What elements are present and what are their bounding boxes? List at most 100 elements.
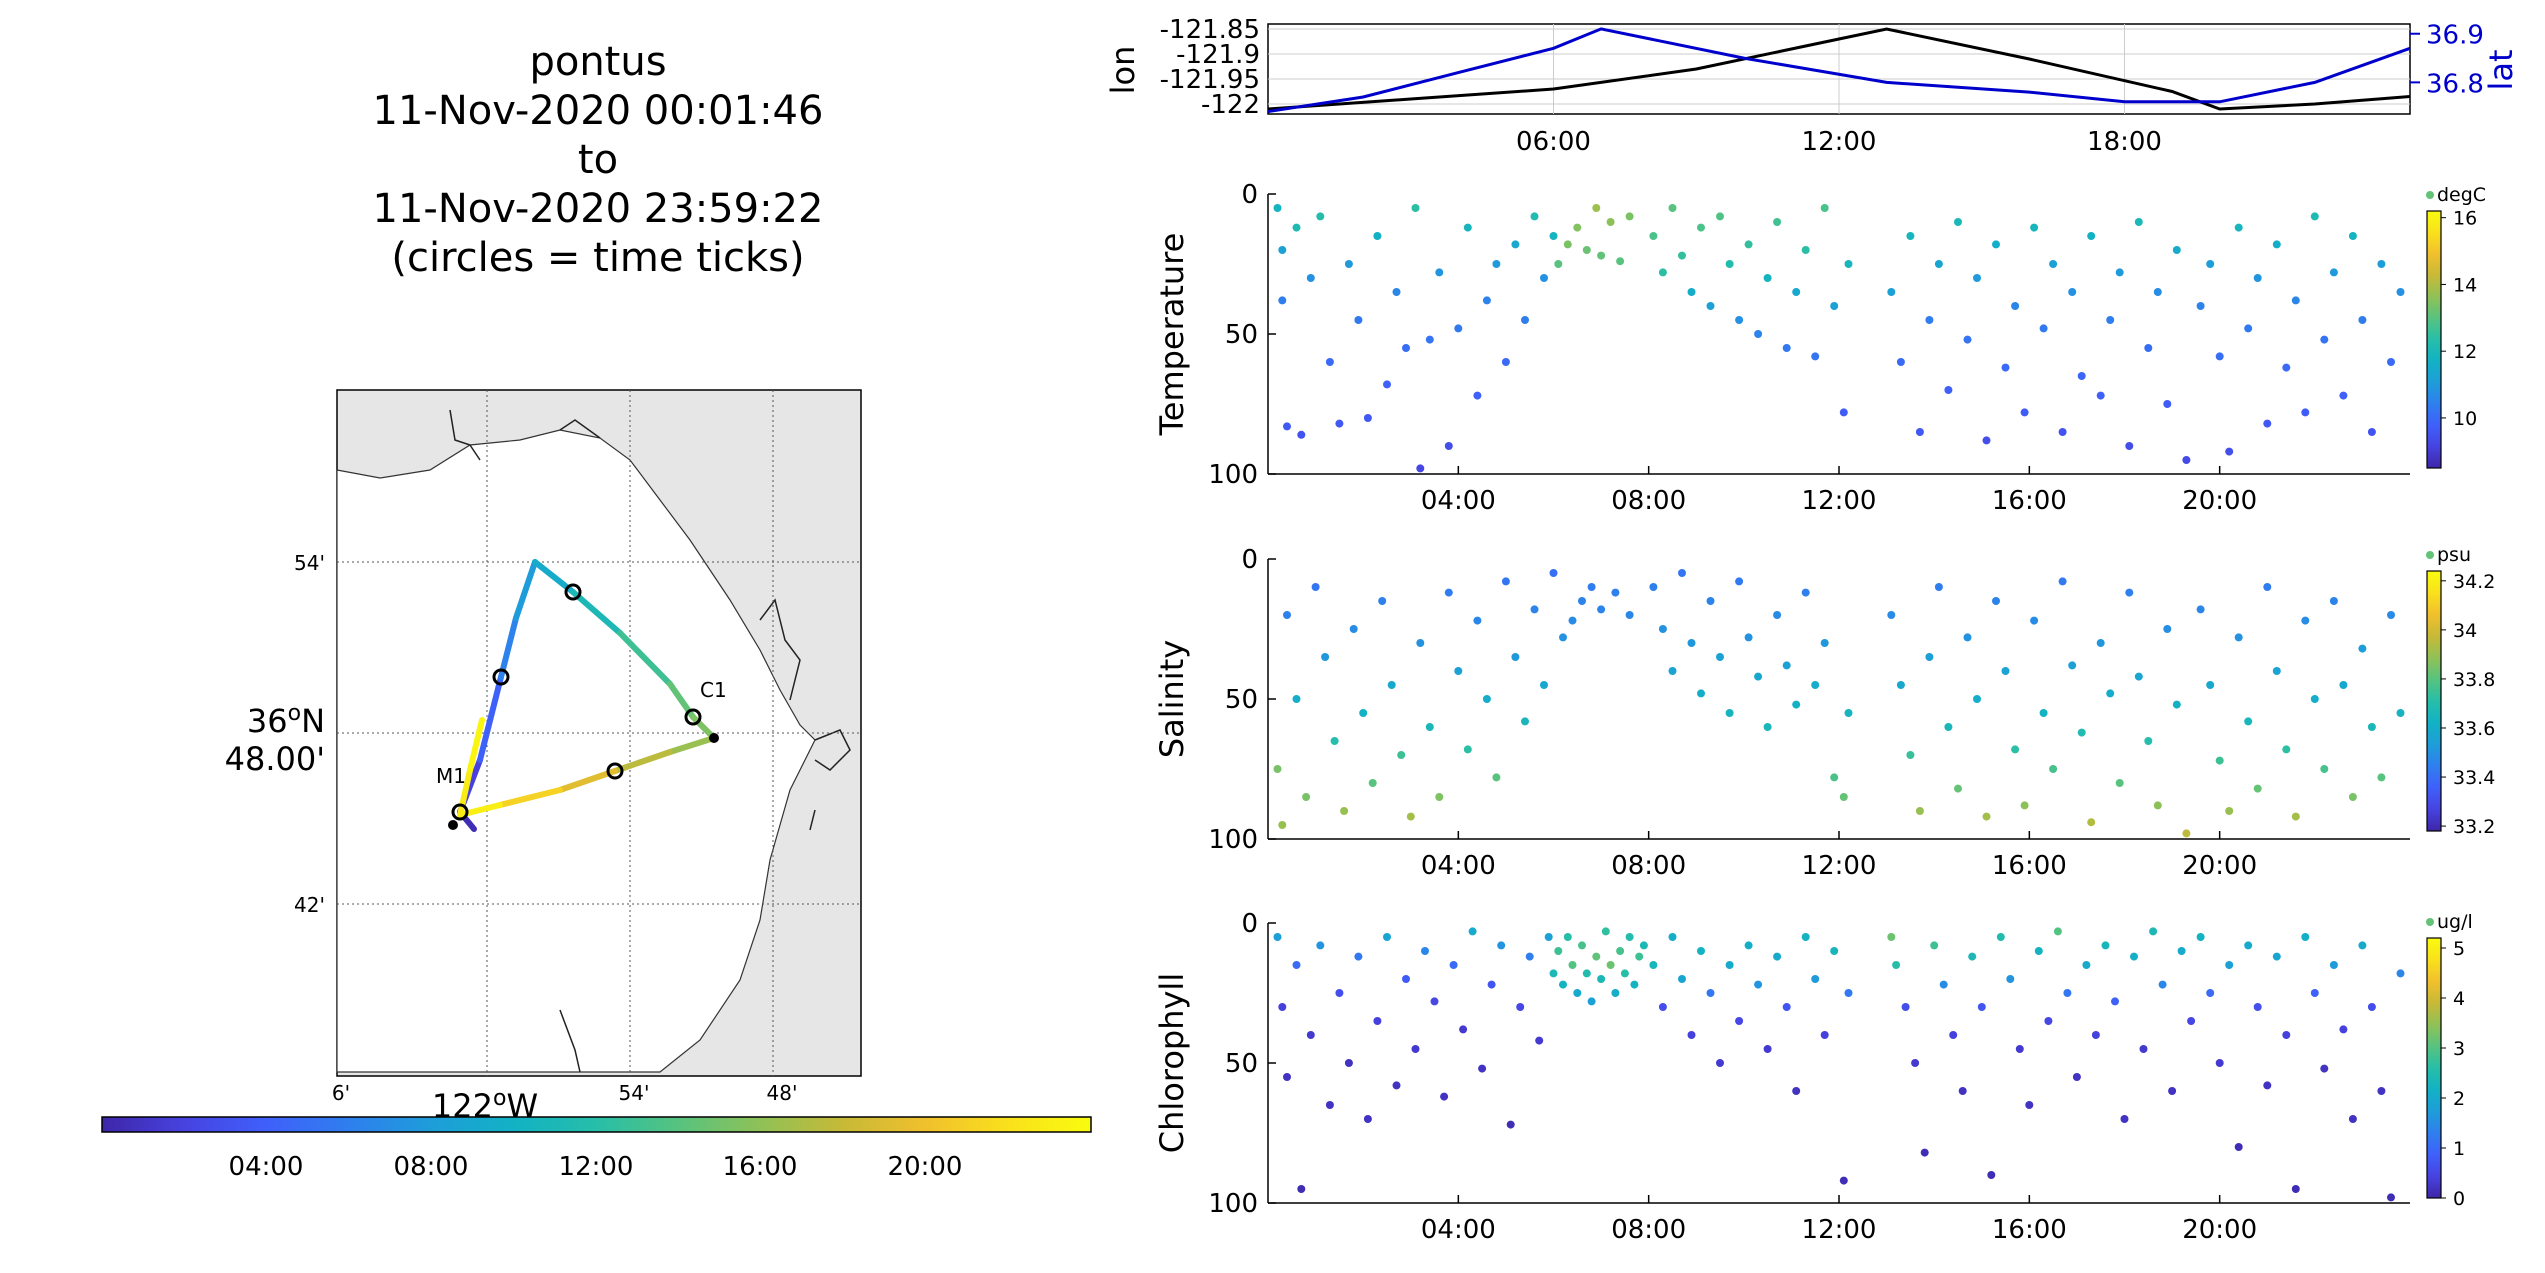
data-point — [1511, 240, 1520, 249]
colorbar-tick-label: 33.6 — [2453, 718, 2495, 740]
data-point — [1973, 274, 1981, 282]
data-point — [1625, 933, 1634, 941]
data-point — [2020, 408, 2029, 417]
salinity-panel: 04:00 08:00 12:00 16:00 20:00 0 50 100 Salinity 3… — [1153, 544, 2495, 881]
data-point — [2358, 941, 2367, 950]
data-point — [1402, 344, 1410, 352]
data-point — [1830, 773, 1839, 782]
y-axis-label: Salinity — [1153, 640, 1191, 758]
data-point — [1639, 941, 1648, 950]
data-point — [1949, 1031, 1958, 1039]
y-tick-label: 50 — [1225, 685, 1258, 715]
time-colorbar-tick: 04:00 — [229, 1152, 304, 1182]
data-point — [2282, 745, 2291, 754]
map-lat-tick: 42' — [294, 893, 325, 917]
data-point — [1302, 793, 1311, 801]
data-point — [1982, 812, 1991, 821]
title-line-3: to — [578, 137, 618, 183]
data-point — [1678, 251, 1686, 260]
data-point — [1735, 1017, 1744, 1025]
x-tick-label: 20:00 — [2182, 486, 2257, 516]
data-point — [1801, 246, 1810, 254]
data-point — [1402, 975, 1410, 983]
data-point — [1273, 765, 1282, 773]
colorbar-tick-label: 5 — [2453, 938, 2465, 960]
data-point — [2082, 961, 2091, 969]
data-point — [2329, 268, 2338, 277]
data-point — [1468, 927, 1477, 936]
data-point — [2120, 1115, 2129, 1123]
lon-lat-ticks: 06:00 12:00 18:00 -121.85-121.9-121.95-122 3… — [1160, 15, 2484, 157]
data-point — [2215, 352, 2224, 361]
data-point — [1992, 597, 2000, 605]
map-lat-center-label: 36oN — [247, 701, 325, 740]
data-point — [2153, 801, 2162, 810]
lon-tick-label: -121.85 — [1160, 15, 1260, 45]
data-point — [1325, 358, 1334, 366]
data-point — [1344, 260, 1353, 268]
data-point — [2072, 1073, 2081, 1081]
data-point — [2358, 644, 2367, 653]
colorbar-tick-label: 0 — [2453, 1188, 2465, 1210]
data-point — [1649, 961, 1658, 969]
data-point — [1597, 975, 1606, 983]
data-point — [1839, 1176, 1848, 1185]
data-point — [2034, 947, 2043, 955]
x-tick-label: 08:00 — [1611, 851, 1686, 881]
data-point — [1449, 961, 1458, 969]
data-point — [1354, 316, 1363, 324]
title-line-5: (circles = time ticks) — [391, 235, 804, 281]
data-point — [2115, 268, 2124, 277]
data-point — [2367, 428, 2376, 436]
title-line-1: pontus — [529, 39, 666, 85]
data-point — [2182, 456, 2191, 464]
data-point — [2282, 363, 2291, 372]
data-point — [2106, 316, 2115, 324]
data-point — [1939, 980, 1948, 989]
lon-lat-plot: 06:00 12:00 18:00 -121.85-121.9-121.95-122 3… — [1104, 15, 2520, 157]
data-point — [1811, 681, 1820, 689]
data-point — [1373, 232, 1382, 240]
data-point — [1397, 751, 1406, 759]
data-point — [1544, 933, 1553, 941]
data-point — [1934, 260, 1943, 268]
unit-marker — [2426, 551, 2434, 559]
data-point — [1578, 941, 1586, 950]
data-point — [1963, 633, 1972, 642]
x-tick-label: 04:00 — [1421, 851, 1496, 881]
data-point — [1844, 709, 1853, 717]
data-point — [1773, 611, 1782, 619]
data-point — [2058, 577, 2067, 586]
data-point — [1444, 588, 1453, 597]
time-tick-circle — [451, 803, 469, 821]
title-line-4: 11-Nov-2020 23:59:22 — [373, 186, 824, 232]
data-point — [1915, 807, 1924, 815]
track-segment — [467, 717, 485, 773]
data-point — [1934, 583, 1943, 591]
data-point — [2387, 1193, 2395, 1202]
data-point — [1844, 260, 1853, 268]
data-point — [1440, 1092, 1449, 1101]
data-point — [1963, 335, 1972, 344]
data-point — [1630, 980, 1639, 989]
data-point — [1411, 1045, 1420, 1053]
data-point — [1811, 975, 1820, 983]
track-segment — [557, 768, 618, 793]
track-segment — [617, 630, 673, 687]
data-point — [1725, 260, 1734, 268]
data-point — [1325, 1101, 1334, 1109]
data-point — [2049, 260, 2058, 268]
data-point — [1592, 952, 1601, 961]
data-point — [1549, 969, 1558, 978]
data-point — [1435, 268, 1444, 277]
x-tick-label: 20:00 — [2182, 851, 2257, 881]
data-point — [1587, 583, 1596, 591]
temperature-panel: 04:00 08:00 12:00 16:00 20:00 0 50 100 Temperatu… — [1153, 180, 2486, 516]
data-point — [1892, 961, 1901, 969]
data-point — [2348, 1115, 2357, 1123]
data-point — [1292, 223, 1301, 232]
data-point — [1687, 639, 1696, 647]
data-point — [2068, 661, 2077, 670]
data-point — [1554, 260, 1563, 268]
